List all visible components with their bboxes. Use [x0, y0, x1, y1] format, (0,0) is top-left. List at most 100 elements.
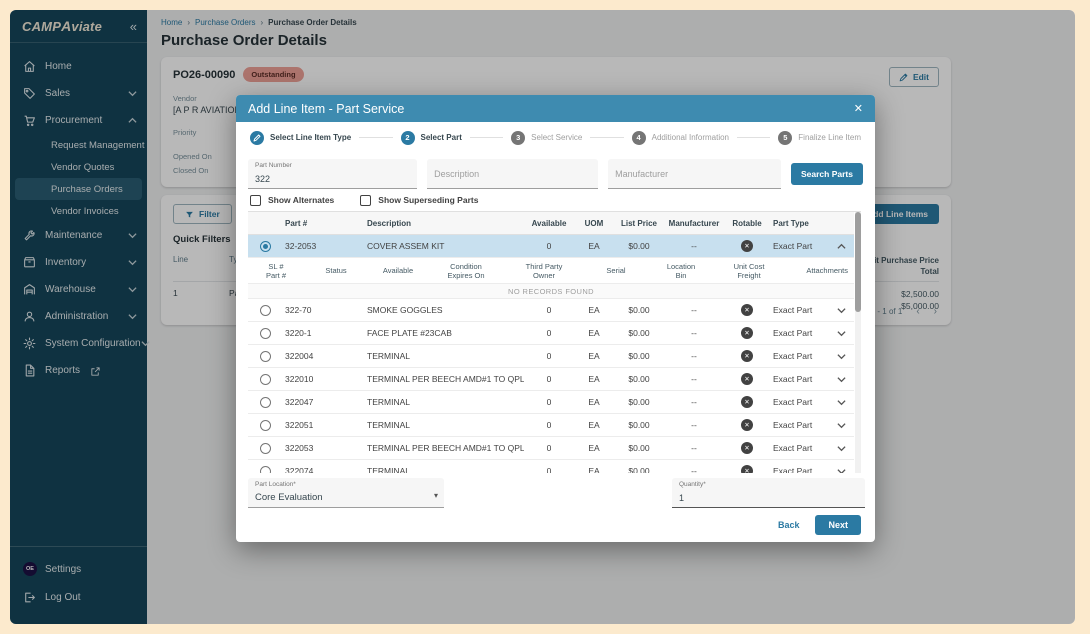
sidebar-item-vendor-quotes[interactable]: Vendor Quotes	[15, 156, 142, 178]
column-part-number: Part #	[285, 218, 308, 228]
sidebar-item-system-configuration[interactable]: System Configuration	[10, 330, 150, 357]
radio-unselected-icon[interactable]	[259, 396, 271, 408]
sidebar-collapse-icon[interactable]: «	[129, 18, 137, 34]
part-row[interactable]: 322074 TERMINAL 0 EA $0.00 -- ✕ Exact Pa…	[248, 460, 854, 473]
collapse-row-icon[interactable]	[828, 242, 854, 251]
close-icon[interactable]: ✕	[853, 103, 863, 115]
step-finalize-line-item[interactable]: 5 Finalize Line Item	[778, 130, 861, 145]
uom-cell: EA	[588, 241, 600, 251]
sidebar-item-label: Warehouse	[45, 284, 96, 295]
quantity-input[interactable]	[679, 491, 861, 505]
quantity-field[interactable]: Quantity*	[672, 478, 865, 508]
part-number-input[interactable]	[255, 172, 414, 186]
sidebar-item-home[interactable]: Home	[10, 53, 147, 80]
chevron-down-icon	[128, 285, 137, 294]
part-row[interactable]: 322047 TERMINAL 0 EA $0.00 -- ✕ Exact Pa…	[248, 391, 854, 414]
tag-icon	[23, 87, 36, 100]
manufacturer-cell: --	[691, 397, 697, 407]
radio-unselected-icon[interactable]	[259, 442, 271, 454]
filter-button[interactable]: Filter	[173, 204, 232, 224]
expand-row-icon[interactable]	[828, 444, 854, 453]
sidebar-item-procurement[interactable]: Procurement	[10, 107, 147, 134]
sidebar-item-inventory[interactable]: Inventory	[10, 249, 147, 276]
table-scrollbar[interactable]	[855, 212, 861, 473]
radio-unselected-icon[interactable]	[259, 465, 271, 473]
part-row[interactable]: 322-70 SMOKE GOGGLES 0 EA $0.00 -- ✕ Exa…	[248, 299, 854, 322]
sidebar-item-purchase-orders[interactable]: Purchase Orders	[15, 178, 142, 200]
logo-text-camp: CAMP	[22, 19, 62, 34]
expand-row-icon[interactable]	[828, 421, 854, 430]
expand-row-icon[interactable]	[828, 352, 854, 361]
part-row-selected[interactable]: 32-2053 COVER ASSEM KIT 0 EA $0.00 -- ✕ …	[248, 235, 854, 258]
edit-button[interactable]: Edit	[888, 67, 939, 87]
back-button[interactable]: Back	[777, 520, 800, 530]
status-badge: Outstanding	[243, 67, 304, 82]
not-rotable-icon: ✕	[741, 350, 753, 362]
expand-row-icon[interactable]	[828, 329, 854, 338]
expand-row-icon[interactable]	[828, 375, 854, 384]
next-button[interactable]: Next	[815, 515, 861, 535]
manufacturer-field[interactable]	[608, 159, 781, 189]
show-alternates-checkbox[interactable]: Show Alternates	[250, 194, 335, 206]
sidebar-item-administration[interactable]: Administration	[10, 303, 147, 330]
sidebar-item-request-management[interactable]: Request Management	[15, 134, 145, 156]
checkbox-icon[interactable]	[250, 194, 261, 206]
expand-row-icon[interactable]	[828, 467, 854, 473]
part-row[interactable]: 322010 TERMINAL PER BEECH AMD#1 TO QPL-7…	[248, 368, 854, 391]
breadcrumb-home-link[interactable]: Home	[161, 18, 183, 27]
show-superseding-parts-checkbox[interactable]: Show Superseding Parts	[360, 194, 478, 206]
checkbox-icon[interactable]	[360, 194, 372, 206]
part-row[interactable]: 3220-1 FACE PLATE #23CAB 0 EA $0.00 -- ✕…	[248, 322, 854, 345]
parts-table: Part # Description Available UOM List Pr…	[248, 211, 861, 473]
sidebar-item-logout[interactable]: Log Out	[10, 583, 147, 611]
sidebar-item-maintenance[interactable]: Maintenance	[10, 222, 147, 249]
manufacturer-input[interactable]	[615, 167, 777, 181]
expand-row-icon[interactable]	[828, 398, 854, 407]
sidebar-item-warehouse[interactable]: Warehouse	[10, 276, 147, 303]
radio-unselected-icon[interactable]	[259, 350, 271, 362]
sidebar-item-vendor-invoices[interactable]: Vendor Invoices	[15, 200, 142, 222]
sub-item-label: Vendor Invoices	[51, 205, 119, 217]
part-location-select[interactable]: Part Location* Core Evaluation ▾	[248, 478, 444, 508]
part-number-field[interactable]: Part Number	[248, 159, 418, 189]
scrollbar-thumb[interactable]	[855, 212, 861, 312]
breadcrumb-purchase-orders-link[interactable]: Purchase Orders	[195, 18, 256, 27]
step-select-service[interactable]: 3 Select Service	[511, 130, 582, 145]
description-input[interactable]	[434, 167, 595, 181]
sub-item-label: Request Management	[51, 139, 145, 151]
column-status: Status	[325, 266, 347, 275]
detail-col-line1: Third Party	[525, 261, 563, 271]
column-location-bin: Location Bin	[648, 262, 714, 280]
uom-cell: EA	[588, 305, 600, 315]
description-field[interactable]	[427, 159, 599, 189]
checkbox-label: Show Alternates	[268, 195, 335, 205]
part-row[interactable]: 322004 TERMINAL 0 EA $0.00 -- ✕ Exact Pa…	[248, 345, 854, 368]
detail-col-line1: Location	[666, 261, 696, 271]
sidebar-item-sales[interactable]: Sales	[10, 80, 147, 107]
radio-unselected-icon[interactable]	[259, 327, 271, 339]
page-title: Purchase Order Details	[161, 32, 327, 49]
search-parts-button[interactable]: Search Parts	[791, 163, 863, 185]
step-additional-information[interactable]: 4 Additional Information	[631, 130, 729, 145]
sub-item-label: Vendor Quotes	[51, 161, 115, 173]
radio-selected-icon[interactable]	[259, 240, 271, 252]
sidebar-item-label: Procurement	[45, 115, 103, 126]
expand-row-icon[interactable]	[828, 306, 854, 315]
pagination: - 1 of 1 ‹ ›	[877, 306, 937, 317]
step-select-part[interactable]: 2 Select Part	[400, 130, 462, 145]
pagination-prev-icon[interactable]: ‹	[916, 306, 920, 317]
breadcrumb-current: Purchase Order Details	[268, 18, 357, 27]
radio-unselected-icon[interactable]	[259, 304, 271, 316]
sidebar-item-settings[interactable]: OE Settings	[10, 555, 147, 583]
step-connector	[737, 137, 771, 138]
part-row[interactable]: 322051 TERMINAL 0 EA $0.00 -- ✕ Exact Pa…	[248, 414, 854, 437]
logo-text-aviate: viate	[71, 19, 103, 34]
not-rotable-icon: ✕	[741, 304, 753, 316]
radio-unselected-icon[interactable]	[259, 373, 271, 385]
sidebar-item-reports[interactable]: Reports	[10, 357, 147, 384]
part-row[interactable]: 322053 TERMINAL PER BEECH AMD#1 TO QPL-7…	[248, 437, 854, 460]
pagination-next-icon[interactable]: ›	[933, 306, 937, 317]
step-select-line-item-type[interactable]: Select Line Item Type	[250, 130, 351, 145]
radio-unselected-icon[interactable]	[259, 419, 271, 431]
column-unit-purchase-price: Unit Purchase Price Total	[839, 255, 939, 277]
